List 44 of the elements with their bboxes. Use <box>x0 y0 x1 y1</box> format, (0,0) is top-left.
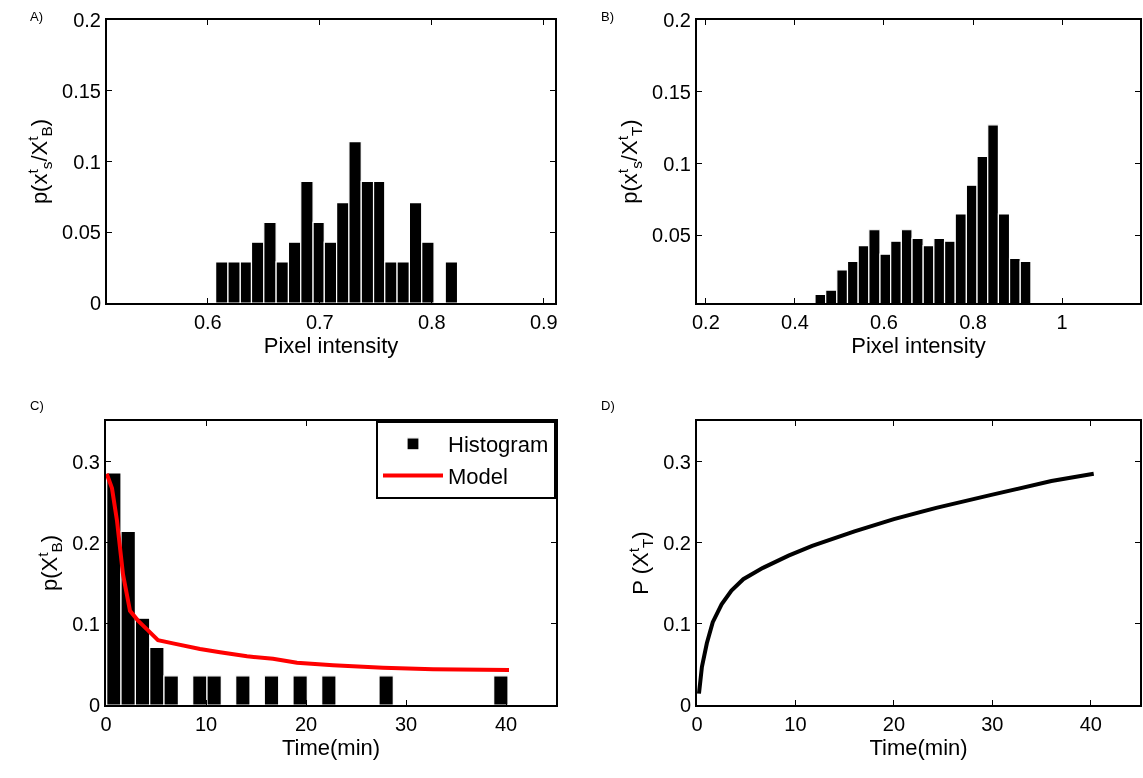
y-tick-label: 0.1 <box>663 612 691 635</box>
x-axis-title: Time(min) <box>869 735 968 760</box>
x-tick-label: 10 <box>784 713 807 735</box>
x-tick-label: 0.7 <box>305 311 334 333</box>
x-tick-label: 40 <box>1079 713 1102 735</box>
x-tick-label: 30 <box>394 713 418 735</box>
y-tick-label: 0 <box>88 694 100 716</box>
legend-label: Model <box>448 463 508 489</box>
y-tick-label: 0.15 <box>62 79 101 102</box>
x-tick-label: 10 <box>194 713 218 735</box>
x-tick-label: 20 <box>882 713 906 735</box>
x-axis-title: Time(min) <box>281 735 381 760</box>
y-tick-label: 0.2 <box>72 531 100 554</box>
chart-title: A) <box>30 9 43 25</box>
y-tick-label: 0.2 <box>663 9 691 31</box>
y-tick-label: 0.1 <box>72 612 100 635</box>
y-tick-label: 0.1 <box>73 150 101 173</box>
x-tick-label: 30 <box>981 713 1004 735</box>
x-tick-label: 20 <box>294 713 318 735</box>
y-tick-label: 0.15 <box>652 80 691 103</box>
x-tick-label: 0.6 <box>870 311 898 333</box>
x-tick-label: 40 <box>494 713 518 735</box>
x-tick-label: 0.2 <box>691 311 720 333</box>
chart-title: D) <box>601 398 615 414</box>
y-tick-label: 0.2 <box>73 9 101 31</box>
y-tick-label: 0.3 <box>72 450 100 473</box>
x-axis-title: Pixel intensity <box>263 333 399 358</box>
legend-label: Histogram <box>448 432 549 458</box>
y-tick-label: 0.2 <box>663 531 691 554</box>
y-tick-label: 0.05 <box>62 221 101 244</box>
x-tick-label: 0.9 <box>529 311 558 333</box>
y-tick-label: 0.05 <box>652 224 691 247</box>
x-tick-label: 0.8 <box>959 311 987 333</box>
y-tick-label: 0.3 <box>663 450 691 473</box>
x-tick-label: 0.8 <box>417 311 446 333</box>
y-tick-label: 0.1 <box>663 152 691 175</box>
x-tick-label: 0.4 <box>781 311 809 333</box>
x-tick-label: 0.6 <box>193 311 222 333</box>
y-tick-label: 0 <box>679 694 691 716</box>
y-tick-label: 0 <box>89 292 101 314</box>
x-tick-label: 1 <box>1056 311 1068 333</box>
chart-title: B) <box>601 9 614 25</box>
x-axis-title: Pixel intensity <box>851 333 986 358</box>
chart-title: C) <box>30 398 44 414</box>
